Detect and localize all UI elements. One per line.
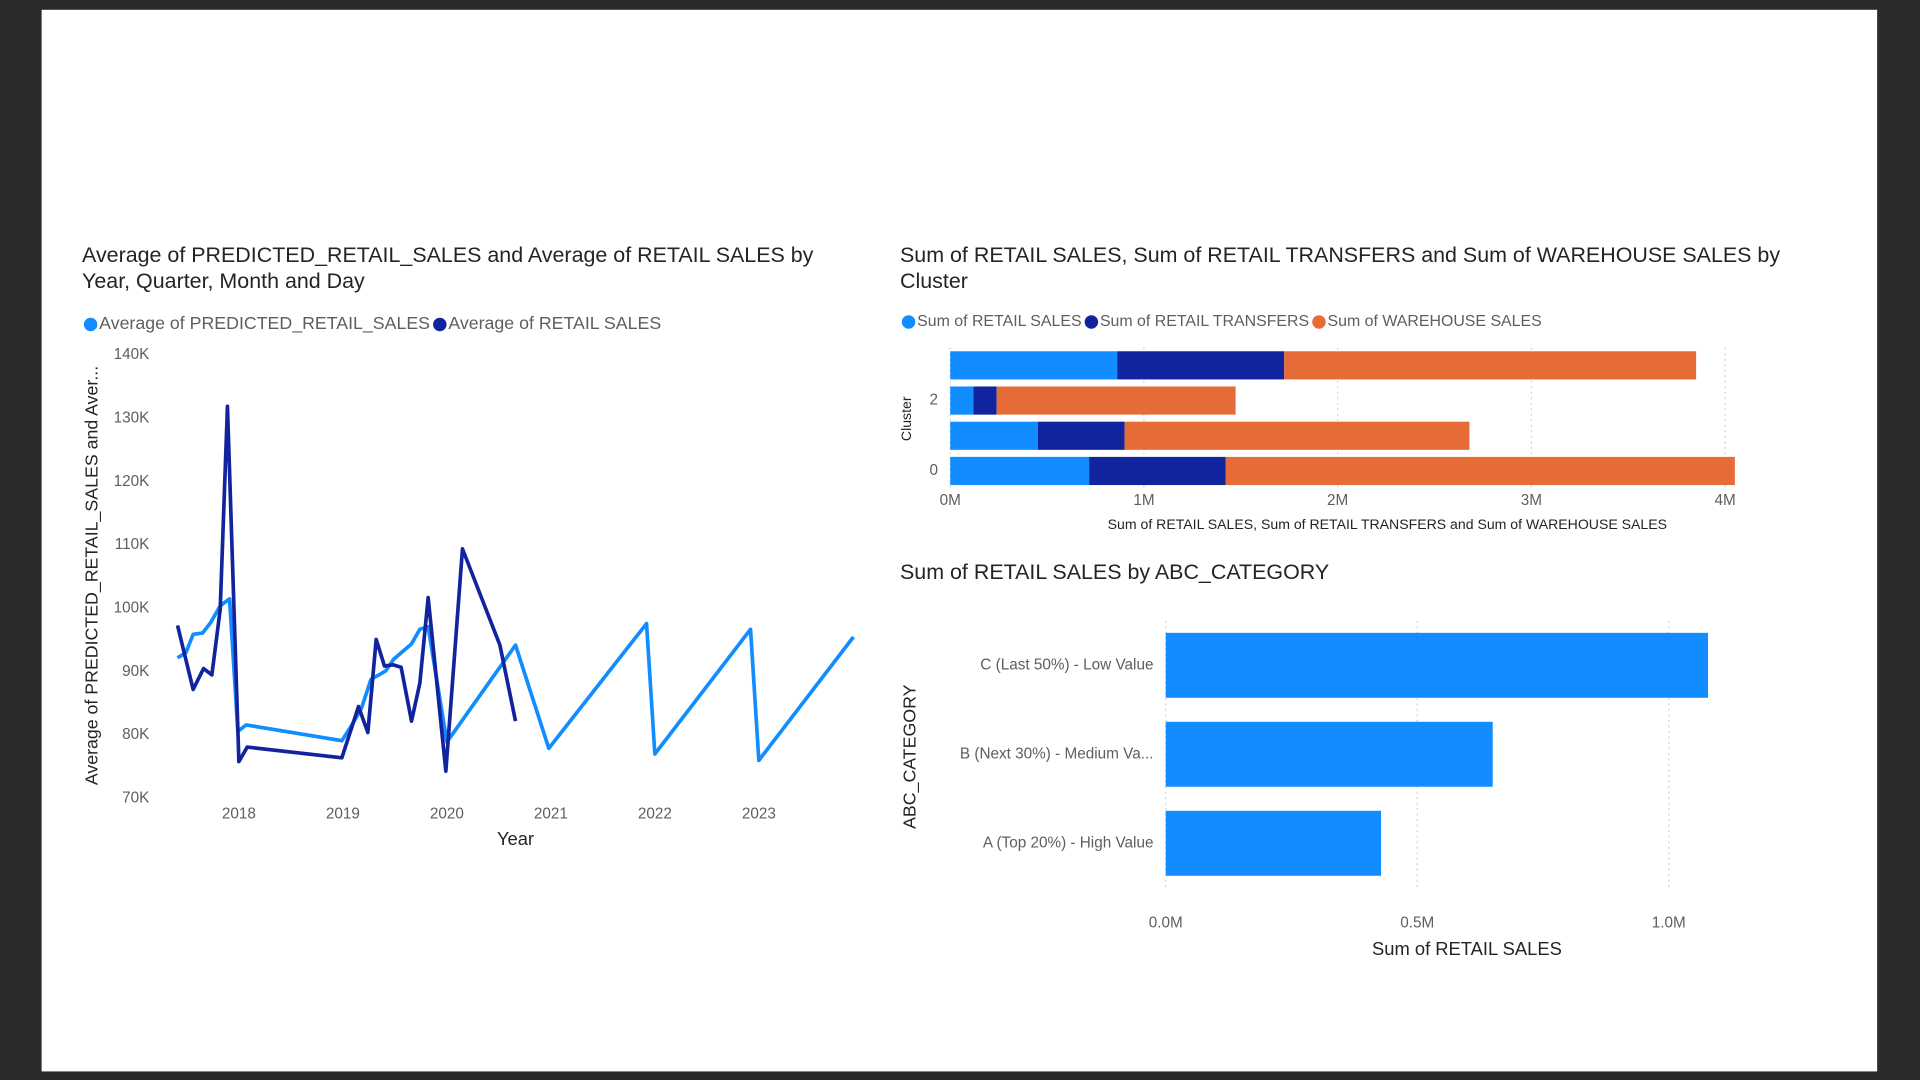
x-axis-title: Sum of RETAIL SALES — [1372, 938, 1562, 959]
bar-segment — [950, 456, 1090, 486]
legend-label: Sum of RETAIL TRANSFERS — [1100, 313, 1309, 330]
title-box: Average of PREDICTED_RETAIL_SALES and Av… — [82, 242, 814, 293]
y-axis-title: ABC_CATEGORY — [900, 684, 921, 829]
y-tick-label: 100K — [114, 599, 151, 616]
x-axis-title: Year — [497, 828, 534, 849]
legend-label: Average of PREDICTED_RETAIL_SALES — [99, 313, 430, 334]
bar-segment — [950, 351, 1118, 380]
legend-label: Sum of RETAIL SALES — [917, 313, 1081, 330]
y-tick-label: 140K — [114, 346, 151, 363]
x-tick-label: 1.0M — [1652, 914, 1686, 931]
y-tick-label: 0 — [929, 462, 938, 479]
x-tick-label: 2020 — [430, 805, 464, 822]
legend-marker — [433, 317, 447, 332]
x-tick-label: 2022 — [638, 805, 672, 822]
y-tick-label: B (Next 30%) - Medium Va... — [960, 745, 1154, 762]
x-tick-label: 2023 — [742, 805, 776, 822]
line-series — [176, 597, 855, 763]
x-tick-label: 0M — [940, 492, 961, 509]
bar — [1165, 632, 1709, 698]
legend-marker — [1312, 315, 1326, 329]
y-tick-label: 80K — [122, 726, 150, 743]
bar-segment — [1284, 351, 1697, 380]
x-tick-label: 0.5M — [1400, 914, 1434, 931]
y-tick-label: 120K — [114, 473, 151, 490]
chart-title: Sum of RETAIL SALES, Sum of RETAIL TRANS… — [900, 242, 1781, 293]
canvas — [41, 9, 1878, 1072]
x-tick-label: 2M — [1327, 492, 1348, 509]
chart-title: Sum of RETAIL SALES by ABC_CATEGORY — [900, 559, 1330, 585]
bar-segment — [1117, 351, 1285, 380]
bar-segment — [950, 386, 974, 415]
x-tick-label: 0.0M — [1149, 914, 1183, 931]
y-tick-label: 130K — [114, 409, 151, 426]
bar-segment — [996, 386, 1236, 415]
x-tick-label: 3M — [1521, 492, 1542, 509]
bar-segment — [1089, 456, 1226, 486]
y-tick-label: C (Last 50%) - Low Value — [980, 656, 1153, 673]
y-tick-label: 70K — [122, 789, 150, 806]
legend-label: Average of RETAIL SALES — [448, 313, 661, 333]
y-tick-label: 110K — [115, 536, 150, 553]
bar-segment — [1037, 421, 1125, 450]
title-box: Sum of RETAIL SALES, Sum of RETAIL TRANS… — [900, 242, 1781, 293]
legend-marker — [1084, 315, 1099, 329]
bar-segment — [950, 421, 1038, 450]
y-tick-label: 2 — [929, 392, 938, 409]
y-axis-title: Cluster — [898, 396, 914, 441]
legend-label: Sum of WAREHOUSE SALES — [1328, 313, 1542, 330]
bar — [1165, 810, 1382, 876]
y-tick-label: 90K — [122, 663, 150, 680]
line-series — [175, 404, 518, 773]
bar-segment — [973, 386, 997, 415]
x-tick-label: 2019 — [326, 805, 360, 822]
chart-title: Average of PREDICTED_RETAIL_SALES and Av… — [82, 242, 814, 293]
x-tick-label: 4M — [1715, 492, 1736, 509]
legend-marker — [901, 315, 916, 329]
bar-segment — [1124, 421, 1470, 450]
x-tick-label: 1M — [1133, 492, 1154, 509]
bar — [1165, 721, 1493, 787]
bar-segment — [1225, 456, 1735, 486]
x-tick-label: 2021 — [534, 805, 568, 822]
x-tick-label: 2018 — [222, 805, 256, 822]
legend-marker — [83, 317, 98, 332]
x-axis-title: Sum of RETAIL SALES, Sum of RETAIL TRANS… — [1108, 516, 1667, 532]
y-axis-title: Average of PREDICTED_RETAIL_SALES and Av… — [82, 366, 103, 785]
title-box: Sum of RETAIL SALES by ABC_CATEGORY — [900, 559, 1330, 585]
y-tick-label: A (Top 20%) - High Value — [983, 834, 1154, 851]
